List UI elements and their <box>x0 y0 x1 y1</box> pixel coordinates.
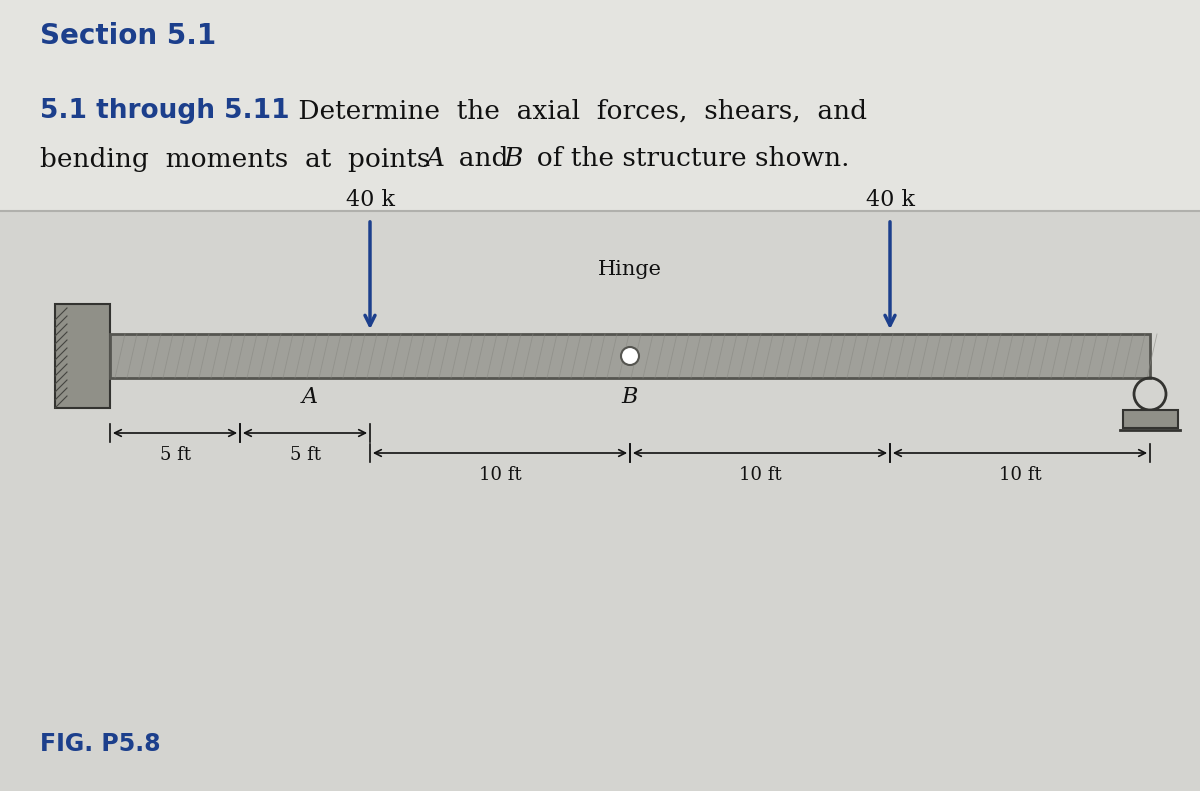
Text: 5.1 through 5.11: 5.1 through 5.11 <box>40 98 289 124</box>
Text: 40 k: 40 k <box>865 189 914 211</box>
Bar <box>0 211 1200 791</box>
Circle shape <box>622 347 640 365</box>
Text: Hinge: Hinge <box>598 260 662 279</box>
Text: 5 ft: 5 ft <box>289 446 320 464</box>
Text: and: and <box>442 146 526 172</box>
Text: of the structure shown.: of the structure shown. <box>520 146 850 172</box>
Bar <box>55 304 110 408</box>
Text: FIG. P5.8: FIG. P5.8 <box>40 732 161 756</box>
Text: B: B <box>503 146 522 172</box>
Text: A: A <box>302 386 318 408</box>
Text: B: B <box>622 386 638 408</box>
Text: bending  moments  at  points: bending moments at points <box>40 146 439 172</box>
Bar <box>1122 410 1177 428</box>
Text: Section 5.1: Section 5.1 <box>40 22 216 50</box>
Text: A: A <box>425 146 444 172</box>
Bar <box>0 0 1200 211</box>
Bar <box>110 334 1150 378</box>
Text: 10 ft: 10 ft <box>739 466 781 484</box>
Text: 10 ft: 10 ft <box>479 466 521 484</box>
Text: 10 ft: 10 ft <box>998 466 1042 484</box>
Text: 5 ft: 5 ft <box>160 446 191 464</box>
Text: 40 k: 40 k <box>346 189 395 211</box>
Text: Determine  the  axial  forces,  shears,  and: Determine the axial forces, shears, and <box>290 99 866 123</box>
